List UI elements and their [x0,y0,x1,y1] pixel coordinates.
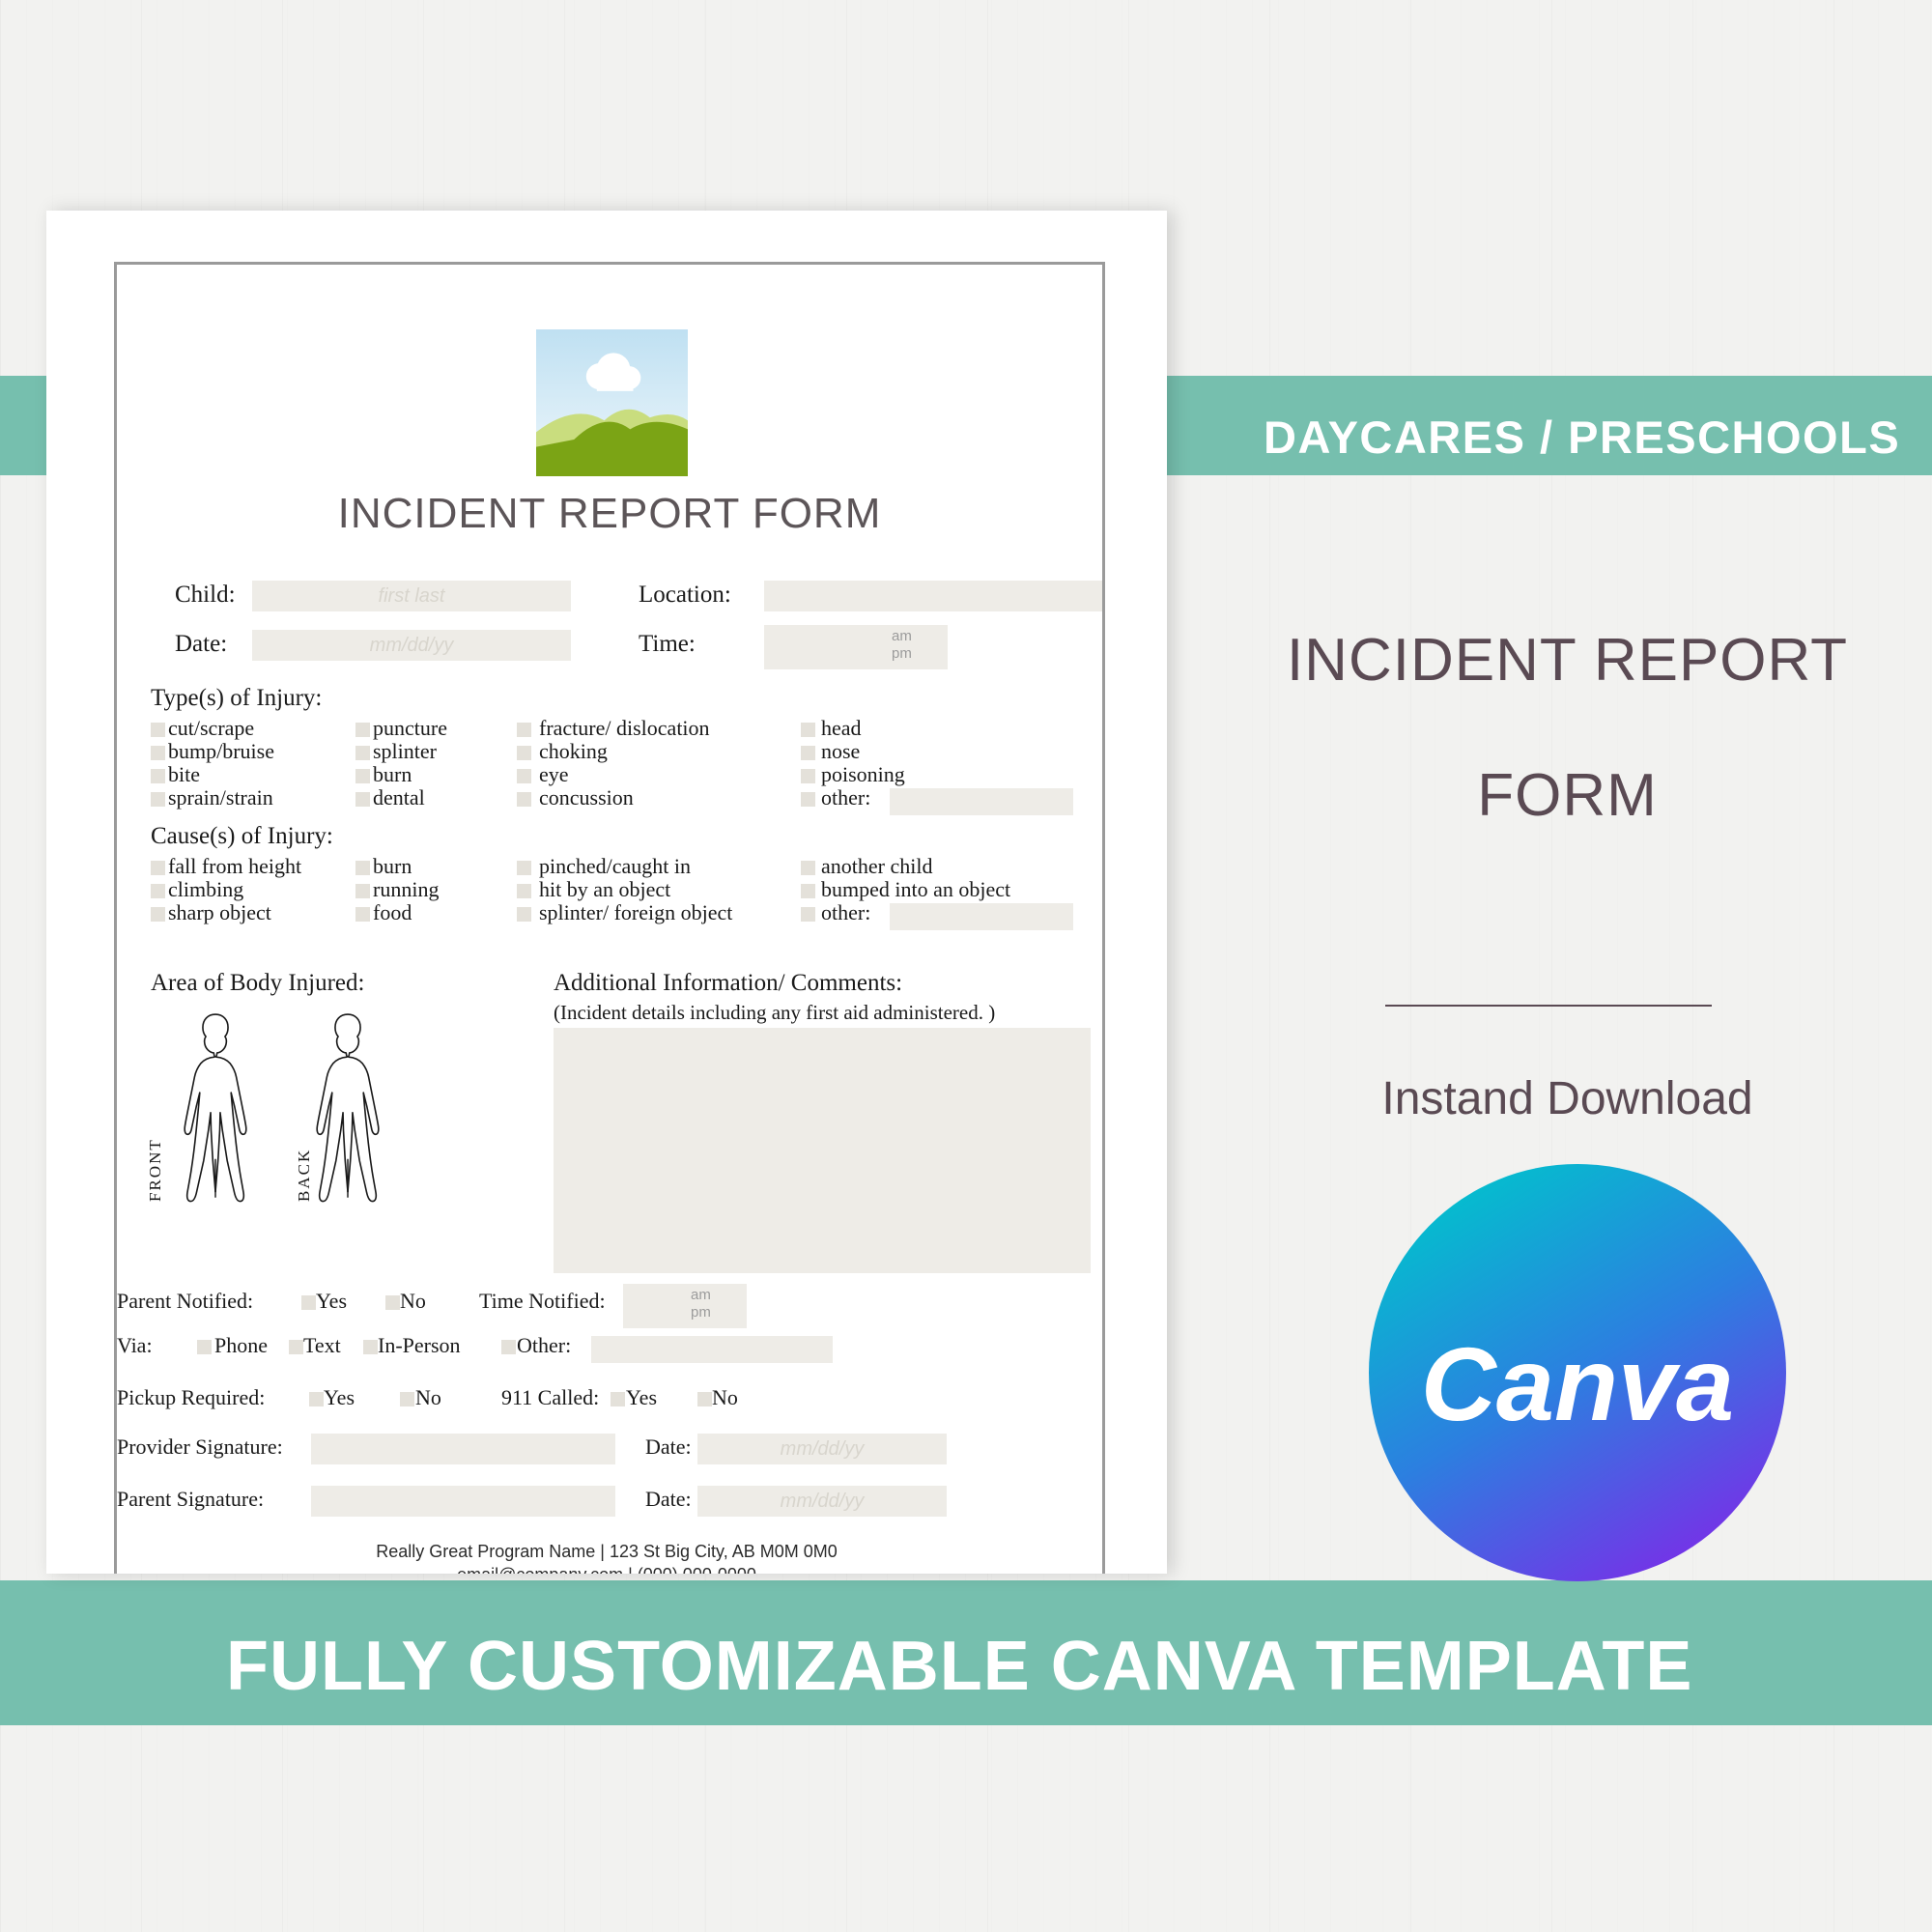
svg-text:Canva: Canva [1421,1325,1734,1442]
